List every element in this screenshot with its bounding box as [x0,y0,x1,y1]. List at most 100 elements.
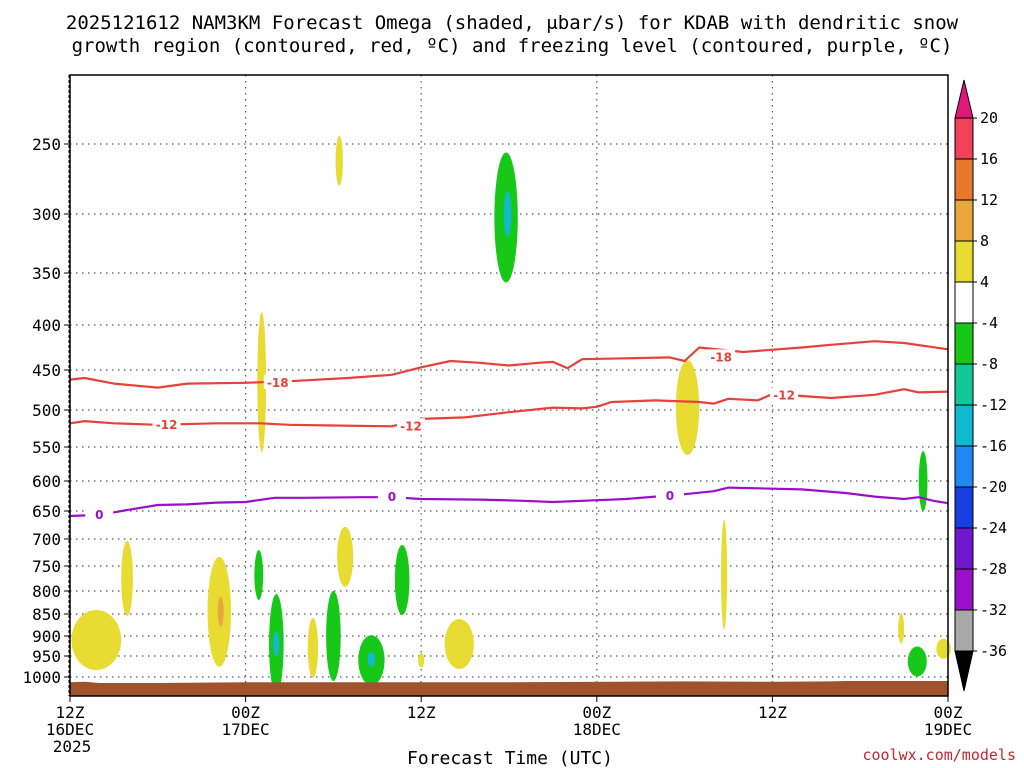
colorbar-top-arrow [954,79,974,119]
contour-line-0 [69,340,949,389]
y-tick-label: 250 [32,135,61,154]
contour-label-2-1: 0 [388,490,396,504]
omega-blob-19 [675,360,700,456]
colorbar-label: -24 [980,519,1007,537]
colorbar-swatch-11 [954,568,974,611]
y-tick-label: 950 [32,647,61,666]
colorbar-label: 16 [980,150,998,168]
colorbar-label: -8 [980,355,998,373]
plot-area: -18 -18 -12 -12 -12 0 0 0 [68,74,951,697]
colorbar-label: -12 [980,396,1007,414]
omega-blob-0 [71,610,122,670]
x-tick-label-line1: 12Z [56,703,85,722]
contour-label-bg [396,418,425,433]
contour-label-bg [152,416,181,431]
x-tick-label-line2: 17DEC [222,720,270,739]
title-line-1: 2025121612 NAM3KM Forecast Omega (shaded… [66,12,959,34]
contour-label-bg [655,488,684,502]
omega-blob-10 [335,135,343,186]
x-tick-label-line2: 16DEC [46,720,94,739]
colorbar-swatch-1 [954,158,974,201]
y-tick-label: 300 [32,205,61,224]
colorbar-bottom-arrow [954,650,974,692]
y-tick-label: 450 [32,361,61,380]
omega-blob-20 [721,519,728,630]
terrain-fill [70,681,948,696]
contour-line-1 [69,388,949,428]
plot-frame [69,74,949,697]
colorbar-label: 12 [980,191,998,209]
colorbar-swatch-10 [954,527,974,570]
y-tick-label: 650 [32,502,61,521]
y-tick-label: 400 [32,316,61,335]
omega-blob-5 [254,550,264,600]
x-tick-label-line1: 12Z [407,703,436,722]
omega-blob-3 [217,596,224,627]
x-tick-label-line2: 18DEC [573,720,621,739]
contour-label-bg [263,374,292,389]
y-tick-label: 500 [32,401,61,420]
colorbar-label: -20 [980,478,1007,496]
omega-blob-18 [503,191,512,237]
omega-blob-7 [273,631,280,657]
omega-blob-21 [898,613,905,644]
colorbar-label: 4 [980,273,989,291]
credit-text: coolwx.com/models [862,746,1016,764]
y-tick-label: 350 [32,264,61,283]
colorbar-label: 8 [980,232,989,250]
contour-label-0-0: -18 [267,376,289,390]
y-tick-label: 800 [32,582,61,601]
colorbar-label: -28 [980,560,1007,578]
omega-blob-9 [326,591,341,681]
x-tick-label-line1: 12Z [758,703,787,722]
title-line-2: growth region (contoured, red, ºC) and f… [72,35,953,57]
colorbar-label: -4 [980,314,998,332]
contour-line-2 [69,486,949,518]
colorbar-swatch-4 [954,281,974,324]
x-tick-label-line2: 19DEC [924,720,972,739]
contour-label-bg [85,506,114,521]
colorbar-swatch-6 [954,363,974,406]
y-tick-label: 1000 [22,668,61,687]
y-axis-ticks: 250 300 350 400 450 500 550 600 650 700 750 800 850 9… [22,135,70,687]
colorbar-swatch-8 [954,445,974,488]
omega-blob-14 [394,545,410,615]
omega-blob-16 [444,619,474,669]
x-tick-label-line1: 00Z [582,703,611,722]
colorbar-swatch-9 [954,486,974,529]
y-tick-label: 550 [32,438,61,457]
y-tick-label: 850 [32,605,61,624]
y-tick-label: 700 [32,530,61,549]
colorbar: 20 16 12 8 4 -4 -8 -12 -16 -20 -24 -28 -32 -36 [954,79,1007,692]
contour-label-0-1: -18 [710,350,732,364]
colorbar-swatch-5 [954,322,974,365]
colorbar-swatch-3 [954,240,974,283]
omega-blob-11 [337,526,354,587]
colorbar-label: -36 [980,642,1007,660]
x-tick-label-line1: 00Z [934,703,963,722]
colorbar-swatch-2 [954,199,974,242]
omega-blob-15 [418,652,425,668]
contour-label-bg [707,349,736,364]
colorbar-label: 20 [980,109,998,127]
y-tick-label: 750 [32,557,61,576]
contour-label-bg [377,489,406,504]
contour-label-1-0: -12 [156,418,178,432]
colorbar-swatch-7 [954,404,974,447]
omega-blob-22 [918,451,928,511]
y-tick-label: 900 [32,627,61,646]
colorbar-label: -16 [980,437,1007,455]
x-axis-label: Forecast Time (UTC) [407,748,613,768]
omega-blob-23 [907,646,927,677]
y-tick-label: 600 [32,472,61,491]
omega-blob-1 [121,541,133,616]
contour-label-2-2: 0 [666,489,674,503]
x-tick-label-line3: 2025 [53,737,92,756]
contour-label-2-0: 0 [95,508,103,522]
colorbar-swatch-12 [954,609,974,652]
contour-label-1-2: -12 [773,389,795,403]
colorbar-swatch-0 [954,117,974,160]
colorbar-label: -32 [980,601,1007,619]
